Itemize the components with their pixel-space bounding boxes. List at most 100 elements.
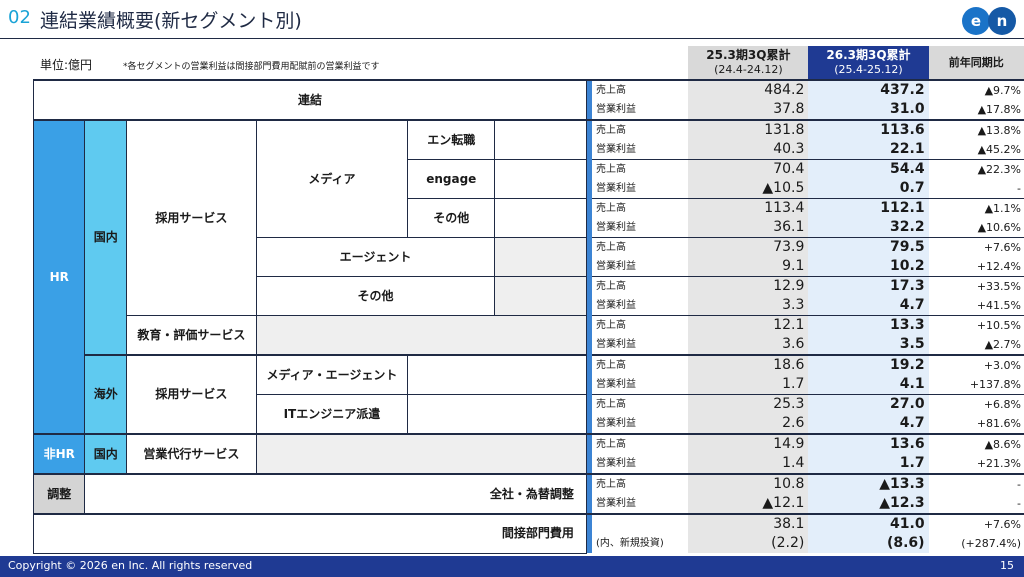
- metric-label: 売上高: [596, 281, 626, 292]
- cell-prev: 40.3: [688, 140, 809, 160]
- row-nonhr-op: 営業利益 1.4 1.7 +21.3%: [34, 454, 1024, 474]
- cell-curr: 32.2: [808, 218, 929, 238]
- cell-prev: 14.9: [688, 434, 809, 454]
- cell-prev: 3.6: [688, 335, 809, 355]
- cell-yoy: +41.5%: [976, 299, 1021, 312]
- cell-yoy: (+287.4%): [961, 537, 1021, 550]
- cell-curr: 27.0: [808, 394, 929, 414]
- row-consolidated-rev: 連結 売上高 484.2 437.2 ▲9.7%: [33, 79, 1024, 121]
- cell-curr: 437.2: [808, 80, 929, 100]
- metric-label: 売上高: [596, 85, 626, 96]
- cell-yoy: +12.4%: [976, 260, 1021, 273]
- cell-yoy: +6.8%: [983, 398, 1021, 411]
- row-consolidated-op: 営業利益 37.8 31.0 ▲17.8%: [34, 100, 1024, 120]
- row-edu-op: 営業利益 3.6 3.5 ▲2.7%: [34, 335, 1024, 355]
- metric-label: 営業利益: [596, 222, 636, 233]
- cell-yoy: +7.6%: [983, 241, 1021, 254]
- label-nonhr-domestic: 国内: [84, 433, 128, 475]
- cell-yoy: +81.6%: [976, 417, 1021, 430]
- cell-curr: 19.2: [808, 355, 929, 375]
- label-edu-service: 教育・評価サービス: [126, 315, 257, 356]
- metric-label: 営業利益: [596, 498, 636, 509]
- section-number: 02: [8, 7, 31, 28]
- cell-curr: (8.6): [808, 534, 929, 553]
- cell-curr: 4.1: [808, 375, 929, 395]
- col-yoy-header: 前年同期比: [928, 46, 1024, 80]
- cell-prev: 12.1: [688, 315, 809, 335]
- cell-prev: 36.1: [688, 218, 809, 238]
- row-other-rev: その他 売上高 12.9 17.3 +33.5%: [33, 276, 1024, 316]
- segment-performance-table: 25.3期3Q累計 (24.4-24.12) 26.3期3Q累計 (25.4-25.…: [32, 46, 1024, 554]
- row-os-media-agent-op: 営業利益 1.7 4.1 +137.8%: [34, 375, 1024, 395]
- header-divider: [0, 38, 1024, 39]
- label-sales-agency: 営業代行サービス: [126, 433, 257, 475]
- row-en-tenshoku-rev: HR 国内 採用サービス メディア エン転職 売上高 131.8 113.6 ▲…: [32, 119, 1024, 435]
- cell-prev: 1.7: [688, 375, 809, 395]
- row-en-tenshoku-op: 営業利益 40.3 22.1 ▲45.2%: [34, 140, 1024, 160]
- label-os-recruit-service: 採用サービス: [126, 354, 257, 435]
- metric-label: 売上高: [596, 399, 626, 410]
- cell-curr: 10.2: [808, 257, 929, 277]
- cell-prev: 3.3: [688, 296, 809, 316]
- row-media-other-rev: その他 売上高 113.4 112.1 ▲1.1%: [33, 198, 1024, 238]
- metric-label: 売上高: [596, 164, 626, 175]
- metric-label: 売上高: [596, 242, 626, 253]
- cell-prev: 25.3: [688, 394, 809, 414]
- metric-label: (内、新規投資): [596, 538, 664, 549]
- footnote: *各セグメントの営業利益は間接部門費用配賦前の営業利益です: [123, 62, 380, 72]
- cell-yoy: +10.5%: [976, 319, 1021, 332]
- label-engage: engage: [407, 159, 496, 199]
- cell-yoy: ▲13.8%: [977, 124, 1021, 137]
- cell-prev: 70.4: [688, 159, 809, 179]
- cell-prev: 12.9: [688, 276, 809, 296]
- metric-label: 売上高: [596, 203, 626, 214]
- label-corp-fx: 全社・為替調整: [84, 473, 587, 515]
- cell-prev: 484.2: [688, 80, 809, 100]
- en-logo: e: [962, 7, 990, 35]
- cell-prev: (2.2): [688, 534, 809, 553]
- cell-curr: 22.1: [808, 140, 929, 160]
- cell-curr: 13.3: [808, 315, 929, 335]
- row-os-it-op: 営業利益 2.6 4.7 +81.6%: [34, 414, 1024, 434]
- en-logo-n: n: [988, 7, 1016, 35]
- cell-curr: 17.3: [808, 276, 929, 296]
- label-indirect: 間接部門費用: [33, 513, 587, 554]
- metric-label: 営業利益: [596, 379, 636, 390]
- row-agent-op: 営業利益 9.1 10.2 +12.4%: [34, 257, 1024, 277]
- metric-label: 営業利益: [596, 418, 636, 429]
- cell-prev: ▲12.1: [688, 494, 809, 514]
- cell-yoy: ▲45.2%: [977, 143, 1021, 156]
- row-os-media-agent-rev: 海外 採用サービス メディア・エージェント 売上高 18.6 19.2 +3.0…: [33, 354, 1024, 435]
- label-non-hr: 非HR: [32, 433, 86, 475]
- cell-curr: 13.6: [808, 434, 929, 454]
- cell-yoy: ▲9.7%: [984, 84, 1021, 97]
- cell-curr: 54.4: [808, 159, 929, 179]
- metric-label: 売上高: [596, 125, 626, 136]
- row-edu-rev: 教育・評価サービス 売上高 12.1 13.3 +10.5%: [33, 315, 1024, 356]
- cell-yoy: ▲1.1%: [984, 202, 1021, 215]
- page-title: 連結業績概要(新セグメント別): [40, 10, 302, 32]
- label-recruit-service: 採用サービス: [126, 119, 257, 316]
- cell-curr: 4.7: [808, 296, 929, 316]
- cell-prev: 9.1: [688, 257, 809, 277]
- cell-yoy: -: [1017, 478, 1021, 491]
- cell-yoy: +7.6%: [983, 518, 1021, 531]
- label-media-other: その他: [407, 198, 496, 238]
- label-media-agent: メディア・エージェント: [255, 354, 409, 395]
- cell-curr: 41.0: [808, 514, 929, 534]
- cell-curr: 1.7: [808, 454, 929, 474]
- copyright: Copyright © 2026 en Inc. All rights rese…: [8, 559, 253, 572]
- label-en-tenshoku: エン転職: [407, 119, 496, 160]
- metric-label: 営業利益: [596, 261, 636, 272]
- cell-curr: ▲12.3: [808, 494, 929, 514]
- cell-yoy: -: [1017, 497, 1021, 510]
- unit-label: 単位:億円: [40, 58, 93, 72]
- label-hr: HR: [32, 119, 86, 435]
- cell-prev: 38.1: [688, 514, 809, 534]
- cell-prev: ▲10.5: [688, 179, 809, 199]
- cell-curr: 3.5: [808, 335, 929, 355]
- row-nonhr-rev: 非HR 国内 営業代行サービス 売上高 14.9 13.6 ▲8.6%: [32, 433, 1024, 475]
- row-other-op: 営業利益 3.3 4.7 +41.5%: [34, 296, 1024, 316]
- row-media-other-op: 営業利益 36.1 32.2 ▲10.6%: [34, 218, 1024, 238]
- row-indirect-main: 間接部門費用 38.1 41.0 +7.6%: [33, 513, 1024, 554]
